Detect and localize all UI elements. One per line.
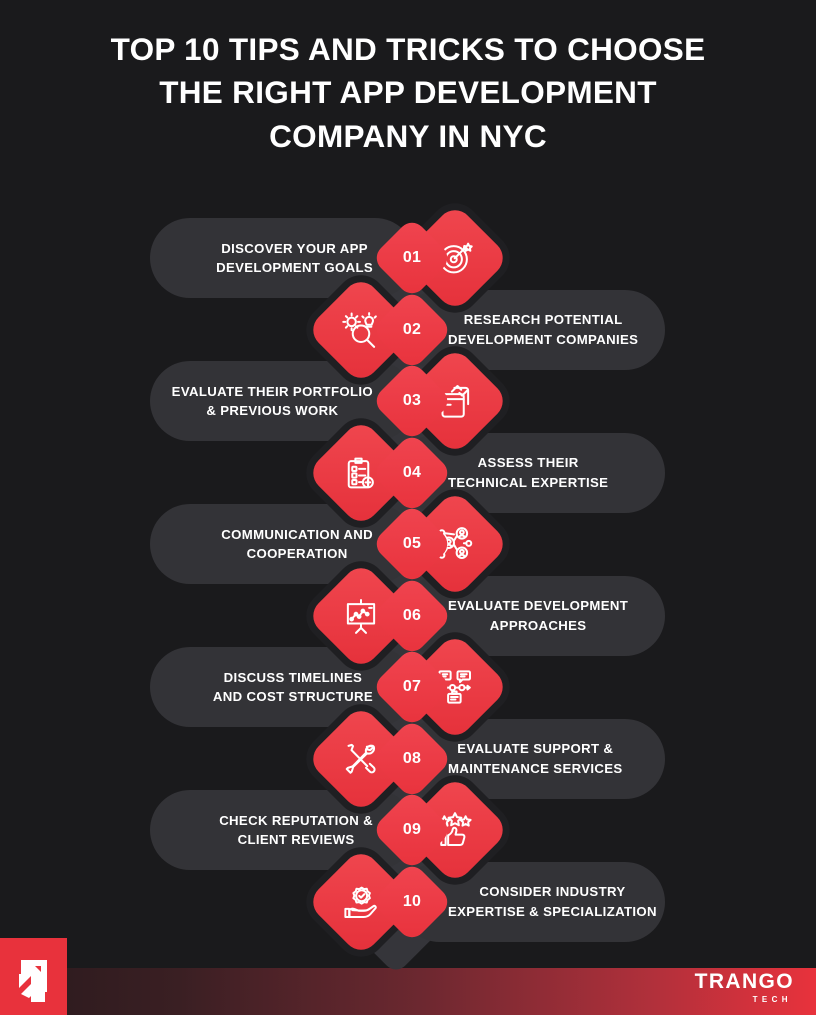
step-row[interactable]: DISCOVER YOUR APP DEVELOPMENT GOALS 01: [0, 202, 816, 331]
icon-glyph: [322, 434, 400, 512]
step-number-text: 03: [402, 392, 422, 409]
step-label-text: RESEARCH POTENTIAL DEVELOPMENT COMPANIES: [448, 312, 639, 347]
step-number-badge: 07: [370, 645, 454, 729]
page-title: TOP 10 TIPS AND TRICKS TO CHOOSE THE RIG…: [0, 28, 816, 158]
step-number-badge: 09: [370, 788, 454, 872]
brand-name: TRANGO: [694, 969, 794, 993]
title-line-2: THE RIGHT APP DEVELOPMENT: [159, 74, 657, 111]
step-label-pill[interactable]: DISCUSS TIMELINES AND COST STRUCTURE: [150, 647, 415, 727]
title-line-1: TOP 10 TIPS AND TRICKS TO CHOOSE: [110, 31, 706, 67]
icon-glyph: [322, 291, 400, 369]
brand-sub: TECH: [752, 994, 792, 1004]
steps-list: DISCOVER YOUR APP DEVELOPMENT GOALS 01 RE…: [0, 202, 816, 975]
step-number-text: 05: [402, 535, 422, 552]
step-label-pill[interactable]: DISCOVER YOUR APP DEVELOPMENT GOALS: [150, 218, 415, 298]
step-number-badge: 01: [370, 216, 454, 300]
step-number-text: 04: [402, 463, 422, 481]
step-label-pill[interactable]: COMMUNICATION AND COOPERATION: [150, 504, 415, 584]
step-label-text: EVALUATE THEIR PORTFOLIO & PREVIOUS WORK: [171, 383, 373, 418]
step-label-text: CHECK REPUTATION & CLIENT REVIEWS: [219, 812, 373, 847]
step-number-text: 10: [402, 892, 422, 910]
step-label-text: EVALUATE DEVELOPMENT APPROACHES: [448, 598, 629, 633]
step-label-text: DISCOVER YOUR APP DEVELOPMENT GOALS: [216, 240, 373, 275]
brand-lockup: TRANGO TECH: [695, 971, 794, 1007]
presentation-icon: [305, 560, 417, 671]
step-label-text: COMMUNICATION AND COOPERATION: [221, 526, 373, 561]
step-number-text: 06: [402, 606, 422, 624]
step-number-badge: 04: [370, 431, 454, 514]
step-number-badge: 06: [370, 574, 454, 657]
tools-icon: [305, 703, 417, 814]
footer-gradient-bar: [0, 968, 816, 1015]
icon-glyph: [322, 577, 400, 655]
step-number-badge: 08: [370, 717, 454, 800]
step-number-text: 07: [402, 678, 422, 695]
step-label-text: EVALUATE SUPPORT & MAINTENANCE SERVICES: [448, 741, 623, 776]
checklist-icon: [305, 417, 417, 528]
step-label-pill[interactable]: CHECK REPUTATION & CLIENT REVIEWS: [150, 790, 415, 870]
step-row[interactable]: RESEARCH POTENTIAL DEVELOPMENT COMPANIES…: [0, 274, 816, 403]
step-number-badge: 10: [370, 860, 454, 943]
step-number-text: 08: [402, 749, 422, 767]
step-number-badge: 02: [370, 288, 454, 371]
step-number-text: 09: [402, 821, 422, 838]
step-number-badge: 05: [370, 502, 454, 586]
icon-glyph: [322, 863, 400, 941]
step-number-badge: 03: [370, 359, 454, 443]
step-number-text: 02: [402, 320, 422, 338]
step-label-text: ASSESS THEIR TECHNICAL EXPERTISE: [448, 455, 609, 490]
hand-gear-icon: [305, 846, 417, 957]
trango-arrow-logo-icon: [0, 938, 67, 1015]
footer: TRANGO TECH: [0, 930, 816, 1015]
step-number-text: 01: [402, 249, 422, 266]
step-label-pill[interactable]: EVALUATE THEIR PORTFOLIO & PREVIOUS WORK: [150, 361, 415, 441]
step-label-text: CONSIDER INDUSTRY EXPERTISE & SPECIALIZA…: [448, 884, 657, 919]
title-line-3: COMPANY IN NYC: [269, 117, 547, 154]
research-icon: [305, 274, 417, 385]
step-label-text: DISCUSS TIMELINES AND COST STRUCTURE: [212, 669, 373, 704]
icon-glyph: [322, 720, 400, 798]
